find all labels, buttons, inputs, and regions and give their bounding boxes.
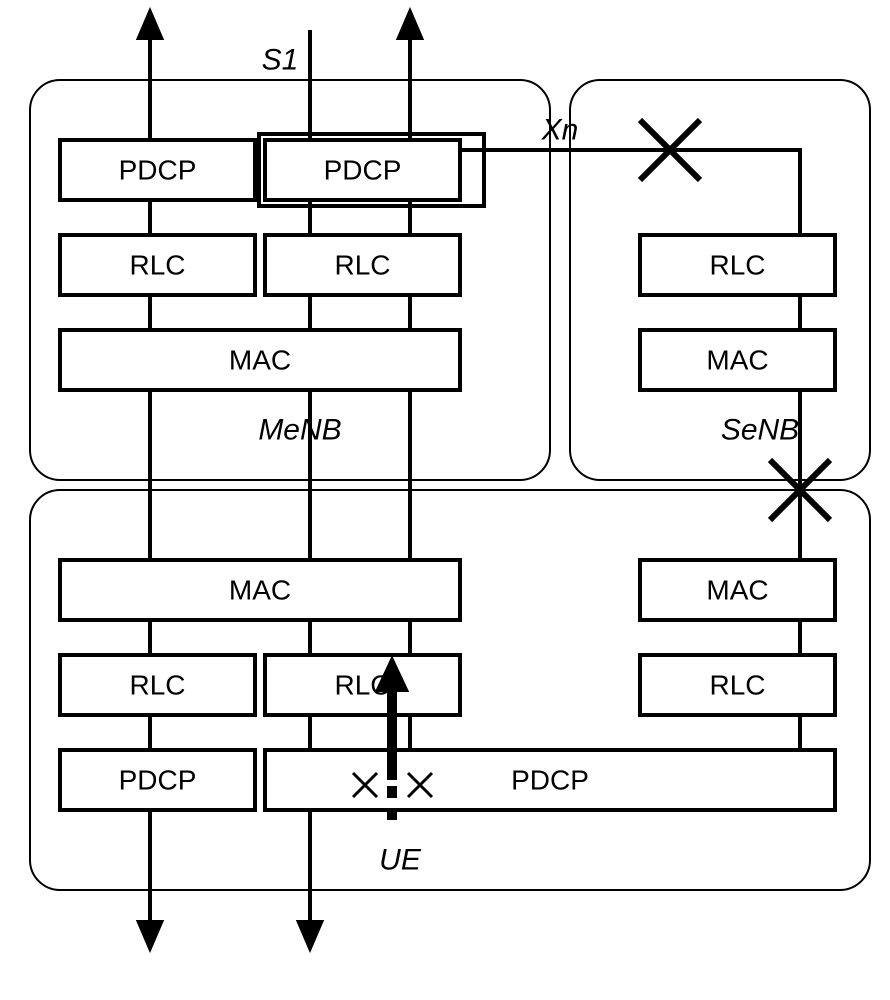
italic-label-menb: MeNB xyxy=(258,414,341,447)
label-ue_mac_l: MAC xyxy=(229,575,291,606)
italic-label-xn: Xn xyxy=(541,114,579,147)
label-ue_pdcp_r: PDCP xyxy=(511,765,589,796)
label-senb_mac: MAC xyxy=(706,345,768,376)
label-ue_rlc_r: RLC xyxy=(709,670,765,701)
label-menb_rlc_l: RLC xyxy=(129,250,185,281)
italic-label-ue: UE xyxy=(379,844,422,877)
label-menb_mac: MAC xyxy=(229,345,291,376)
label-menb_pdcp_r: PDCP xyxy=(324,155,402,186)
label-ue_mac_r: MAC xyxy=(706,575,768,606)
label-menb_rlc_r: RLC xyxy=(334,250,390,281)
label-menb_pdcp_l: PDCP xyxy=(119,155,197,186)
italic-label-senb: SeNB xyxy=(721,414,799,447)
label-ue_rlc_l: RLC xyxy=(129,670,185,701)
label-senb_rlc: RLC xyxy=(709,250,765,281)
label-ue_pdcp_l: PDCP xyxy=(119,765,197,796)
italic-label-s1: S1 xyxy=(262,44,299,77)
label-ue_rlc_m: RLC xyxy=(334,670,390,701)
